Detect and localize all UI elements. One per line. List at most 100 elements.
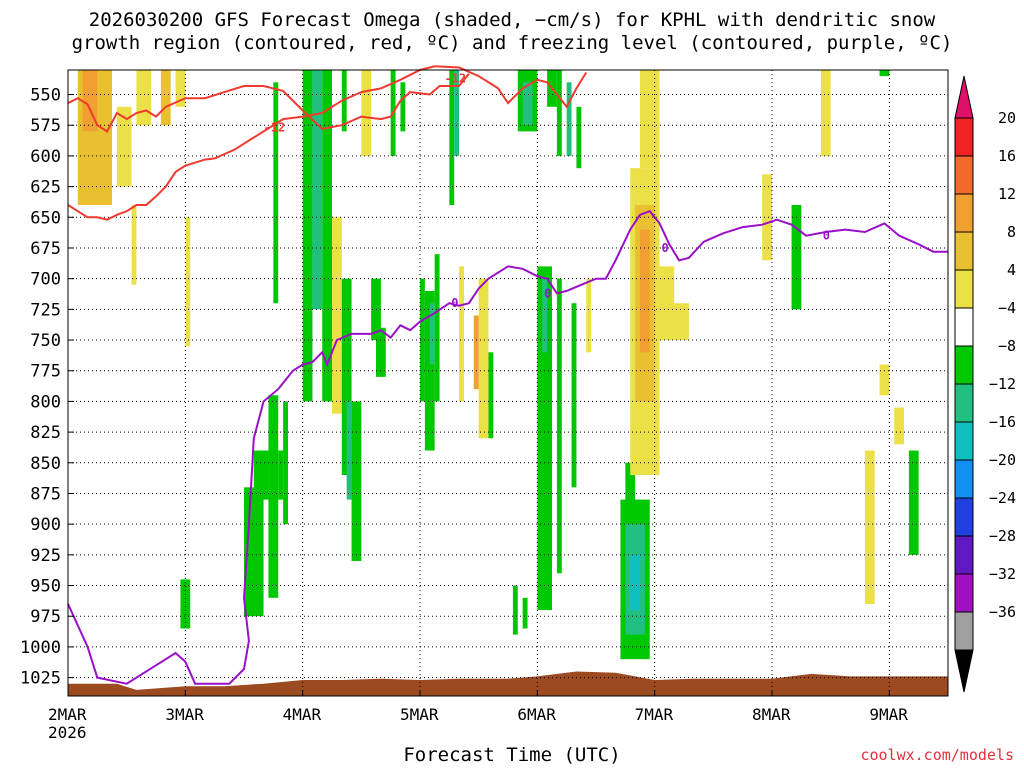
colorbar-swatch-9: [954, 459, 974, 499]
grid-lines: [68, 70, 948, 696]
omega-cell-8: [180, 579, 191, 629]
dgz-upper-contour: [67, 73, 470, 133]
colorbar-bottom-arrow: [954, 649, 974, 693]
colorbar-label-3: 8: [1007, 223, 1016, 241]
omega-cell-5: [175, 70, 186, 107]
terrain-fill: [68, 671, 948, 696]
source-credit: coolwx.com/models: [860, 746, 1014, 764]
colorbar-swatch-7: [954, 383, 974, 423]
omega-cell-46: [576, 106, 582, 169]
omega-cell-63: [791, 205, 802, 310]
omega-cell-23: [361, 70, 372, 156]
omega-cell-50: [512, 585, 518, 635]
omega-cell-52: [625, 462, 636, 537]
chart-title-line-1: 2026030200 GFS Forecast Omega (shaded, −…: [88, 9, 936, 31]
omega-cell-30: [429, 303, 435, 365]
omega-cell-65: [879, 364, 890, 396]
y-tick-label-675: 675: [30, 239, 61, 259]
y-tick-label-700: 700: [30, 270, 61, 290]
omega-cell-62: [762, 174, 772, 261]
colorbar-label-0: 20: [998, 109, 1016, 127]
colorbar-label-7: −12: [989, 375, 1016, 393]
omega-cell-61: [659, 303, 689, 341]
y-tick-label-950: 950: [30, 577, 61, 597]
colorbar-swatch-5: [954, 307, 974, 347]
colorbar-label-12: −32: [989, 565, 1016, 583]
x-tick-label-7MAR: 7MAR: [635, 705, 674, 724]
colorbar-label-10: −24: [989, 489, 1016, 507]
omega-cells: [77, 70, 919, 660]
colorbar-swatch-2: [954, 193, 974, 233]
contour-labels: -12 -12 0 0 0 0: [264, 71, 830, 310]
y-tick-label-900: 900: [30, 515, 61, 535]
colorbar-label-4: 4: [1007, 261, 1016, 279]
omega-cell-67: [864, 450, 875, 604]
omega-cell-27: [400, 82, 406, 132]
omega-cell-66: [894, 407, 904, 445]
dgz-label-1: -12: [444, 71, 466, 85]
omega-cell-16: [312, 70, 323, 310]
colorbar-label-8: −16: [989, 413, 1016, 431]
omega-cell-49: [586, 278, 592, 353]
omega-cell-29: [424, 290, 435, 451]
omega-cell-64: [820, 70, 831, 156]
x-tick-sublabel-2MAR: 2026: [48, 723, 87, 742]
colorbar-swatch-8: [954, 421, 974, 461]
omega-cell-55: [630, 554, 640, 611]
omega-cell-28: [420, 278, 425, 402]
omega-cell-15: [302, 70, 313, 402]
y-tick-label-575: 575: [30, 116, 61, 136]
omega-cell-45: [566, 82, 572, 156]
omega-cell-44: [556, 70, 562, 156]
y-tick-label-600: 600: [30, 147, 61, 167]
colorbar-top-arrow: [954, 75, 974, 119]
x-tick-label-3MAR: 3MAR: [165, 705, 204, 724]
y-tick-label-625: 625: [30, 178, 61, 198]
colorbar-swatch-11: [954, 535, 974, 575]
omega-cell-34: [459, 266, 464, 402]
omega-cell-3: [136, 70, 152, 126]
omega-cell-11: [268, 395, 279, 598]
y-tick-label-775: 775: [30, 362, 61, 382]
x-tick-label-4MAR: 4MAR: [283, 705, 322, 724]
colorbar-label-13: −36: [989, 603, 1016, 621]
omega-cell-25: [376, 327, 386, 377]
colorbar-label-1: 16: [998, 147, 1016, 165]
omega-cell-58: [640, 229, 650, 353]
dgz-label-0: -12: [264, 120, 286, 134]
colorbar-swatch-13: [954, 611, 974, 651]
y-tick-label-550: 550: [30, 86, 61, 106]
omega-cell-13: [273, 82, 279, 304]
y-tick-label-800: 800: [30, 392, 61, 412]
omega-cell-42: [542, 278, 548, 353]
omega-cell-6: [131, 205, 137, 285]
omega-cell-47: [556, 278, 562, 574]
y-tick-label-1025: 1025: [20, 669, 61, 689]
colorbar-label-9: −20: [989, 451, 1016, 469]
colorbar-label-5: −4: [998, 299, 1016, 317]
y-tick-label-725: 725: [30, 300, 61, 320]
chart-title-line-2: growth region (contoured, red, ºC) and f…: [71, 32, 953, 54]
omega-cell-12: [278, 450, 284, 500]
x-axis-label: Forecast Time (UTC): [403, 744, 621, 766]
colorbar-label-6: −8: [998, 337, 1016, 355]
omega-cell-32: [449, 70, 455, 206]
y-tick-label-1000: 1000: [20, 638, 61, 658]
freezing-label-1: 0: [544, 286, 551, 300]
omega-cell-48: [571, 303, 577, 488]
omega-cell-22: [351, 401, 362, 561]
colorbar-label-11: −28: [989, 527, 1016, 545]
omega-cell-21: [346, 401, 352, 500]
colorbar-swatch-1: [954, 155, 974, 195]
y-tick-label-875: 875: [30, 484, 61, 504]
omega-cell-36: [473, 315, 479, 390]
omega-cell-69: [879, 70, 890, 77]
freezing-label-0: 0: [451, 296, 458, 310]
omega-cell-51: [522, 597, 528, 629]
omega-cell-39: [522, 82, 533, 126]
x-tick-label-9MAR: 9MAR: [869, 705, 908, 724]
y-tick-label-825: 825: [30, 423, 61, 443]
omega-cell-33: [454, 70, 460, 156]
omega-cell-20: [341, 278, 352, 476]
colorbar-swatch-12: [954, 573, 974, 613]
